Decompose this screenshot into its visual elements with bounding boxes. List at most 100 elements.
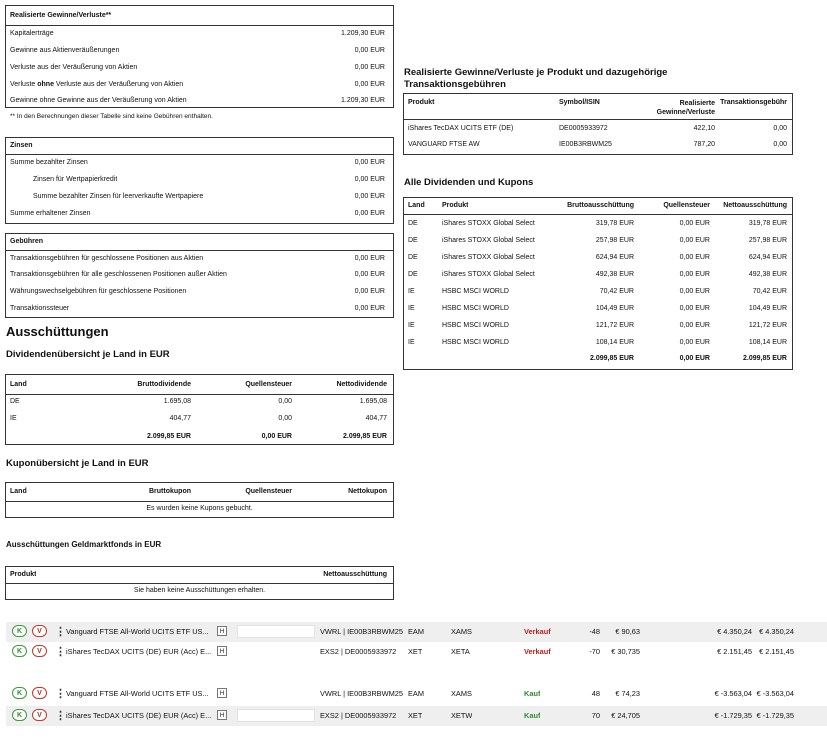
table-row: IE HSBC MSCI WORLD 70,42 EUR 0,00 EUR 70,42 … (408, 288, 787, 295)
ausschuettungen-heading: Ausschüttungen (6, 324, 109, 339)
symbol-isin: VWRL | IE00B3RBWM25 (320, 689, 403, 698)
zinsen-row: Summe bezahlter Zinsen für leerverkaufte… (33, 193, 385, 200)
realized-footnote: ** In den Berechnungen dieser Tabelle si… (10, 113, 213, 120)
trade-row[interactable]: K V ⋮ iShares TecDAX UCITS (DE) EUR (Acc) E… (6, 706, 827, 726)
buy-button[interactable]: K (12, 687, 27, 699)
product-name[interactable]: iShares TecDAX UCITS (DE) EUR (Acc) E... (66, 647, 212, 656)
product-name[interactable]: Vanguard FTSE All-World UCITS ETF US... (66, 689, 209, 698)
exchange: XET (408, 647, 423, 656)
realized-row: Verluste ohne Verluste aus der Veräußeru… (10, 81, 385, 88)
symbol-isin: EXS2 | DE0005933972 (320, 647, 397, 656)
more-options-icon[interactable]: ⋮ (55, 646, 66, 658)
table-header: Land Produkt Bruttoausschüttung Quellens… (408, 202, 787, 209)
buy-button[interactable]: K (12, 645, 27, 657)
buy-button[interactable]: K (12, 709, 27, 721)
trade-side: Kauf (524, 689, 541, 698)
more-options-icon[interactable]: ⋮ (55, 688, 66, 700)
buy-button[interactable]: K (12, 625, 27, 637)
history-button[interactable]: H (217, 646, 227, 656)
zinsen-row: Zinsen für Wertpapierkredit 0,00 EUR (33, 176, 385, 183)
table-row: VANGUARD FTSE AW IE00B3RBWM25 787,20 0,0… (408, 141, 787, 148)
zinsen-row: Summe erhaltener Zinsen 0,00 EUR (10, 210, 385, 217)
sell-button[interactable]: V (32, 645, 47, 657)
sell-button[interactable]: V (32, 709, 47, 721)
table-total-row: 2.099,85 EUR 0,00 EUR 2.099,85 EUR (590, 355, 787, 362)
trade-value: € -1.729,35 (714, 711, 752, 720)
geldmarkt-heading: Ausschüttungen Geldmarktfonds in EUR (6, 540, 162, 549)
trade-side: Verkauf (524, 647, 551, 656)
note-input[interactable] (237, 709, 315, 722)
table-row: IE 404,77 0,00 404,77 (10, 415, 387, 422)
dividends-all-table: Land Produkt Bruttoausschüttung Quellens… (403, 197, 793, 370)
exchange: EAM (408, 689, 425, 698)
trade-total: € 4.350,24 (759, 627, 794, 636)
gebuehren-table: Gebühren Transaktionsgebühren für geschl… (5, 233, 394, 318)
trade-row[interactable]: K V ⋮ iShares TecDAX UCITS (DE) EUR (Acc) E… (6, 642, 827, 662)
trade-side: Kauf (524, 711, 541, 720)
table-row: IE HSBC MSCI WORLD 108,14 EUR 0,00 EUR 108,1… (408, 339, 787, 346)
quantity: -70 (589, 647, 600, 656)
product-name[interactable]: iShares TecDAX UCITS (DE) EUR (Acc) E... (66, 711, 212, 720)
gebuehren-row: Transaktionsgebühren für alle geschlosse… (10, 271, 385, 278)
zinsen-table: Zinsen Summe bezahlter Zinsen 0,00 EUR Z… (5, 137, 394, 224)
venue: XAMS (451, 627, 472, 636)
gebuehren-row: Transaktionsgebühren für geschlossene Po… (10, 255, 385, 262)
gebuehren-row: Währungswechselgebühren für geschlossene… (10, 288, 385, 295)
trade-total: € -3.563,04 (756, 689, 794, 698)
realized-product-heading: Realisierte Gewinne/Verluste je Produkt … (404, 67, 668, 90)
product-name[interactable]: Vanguard FTSE All-World UCITS ETF US... (66, 627, 209, 636)
quantity: -48 (589, 627, 600, 636)
sell-button[interactable]: V (32, 625, 47, 637)
kupon-land-heading: Kuponübersicht je Land in EUR (6, 458, 149, 469)
table-total-row: 2.099,85 EUR 0,00 EUR 2.099,85 EUR (147, 433, 387, 440)
price: € 74,23 (615, 689, 640, 698)
dividenden-land-heading: Dividendenübersicht je Land in EUR (6, 349, 170, 360)
note-input[interactable] (237, 625, 315, 638)
kupon-land-table: Land Bruttokupon Quellensteuer Nettokupo… (5, 482, 394, 518)
trade-value: € 4.350,24 (717, 627, 752, 636)
realized-row: Kapitalerträge 1.209,30 EUR (10, 30, 385, 37)
price: € 30,735 (611, 647, 640, 656)
realized-summary-table: Realisierte Gewinne/Verluste** Kapitaler… (5, 5, 394, 108)
table-header: Produkt Nettoausschüttung (10, 571, 387, 578)
dividends-all-heading: Alle Dividenden und Kupons (404, 177, 534, 188)
table-row: IE HSBC MSCI WORLD 121,72 EUR 0,00 EUR 121,7… (408, 322, 787, 329)
table-row: iShares TecDAX UCITS ETF (DE) DE00059339… (408, 125, 787, 132)
trade-side: Verkauf (524, 627, 551, 636)
table-row: DE iShares STOXX Global Select 257,98 EUR 0… (408, 237, 787, 244)
trade-total: € -1.729,35 (756, 711, 794, 720)
symbol-isin: EXS2 | DE0005933972 (320, 711, 397, 720)
exchange: XET (408, 711, 423, 720)
table-row: DE iShares STOXX Global Select 319,78 EUR 0… (408, 220, 787, 227)
trade-value: € 2.151,45 (717, 647, 752, 656)
empty-message: Es wurden keine Kupons gebucht. (146, 505, 253, 512)
trade-row[interactable]: K V ⋮ Vanguard FTSE All-World UCITS ETF US.… (6, 622, 827, 642)
history-button[interactable]: H (217, 626, 227, 636)
realized-row: Gewinne aus Aktienveräußerungen 0,00 EUR (10, 47, 385, 54)
more-options-icon[interactable]: ⋮ (55, 710, 66, 722)
zinsen-title: Zinsen (10, 142, 33, 149)
geldmarkt-table: Produkt Nettoausschüttung Sie haben kein… (5, 566, 394, 600)
zinsen-row: Summe bezahlter Zinsen 0,00 EUR (10, 159, 385, 166)
trade-row[interactable]: K V ⋮ Vanguard FTSE All-World UCITS ETF US.… (6, 684, 827, 704)
realized-row: Gewinne ohne Gewinne aus der Veräußerung… (10, 97, 385, 104)
exchange: EAM (408, 627, 425, 636)
realized-product-table: Produkt Symbol/ISIN Realisierte Gewinne/… (403, 93, 793, 155)
dividenden-land-table: Land Bruttodividende Quellensteuer Netto… (5, 374, 394, 445)
table-header: Land Bruttokupon Quellensteuer Nettokupo… (10, 488, 387, 495)
history-button[interactable]: H (217, 688, 227, 698)
trade-total: € 2.151,45 (759, 647, 794, 656)
more-options-icon[interactable]: ⋮ (55, 626, 66, 638)
realized-summary-title: Realisierte Gewinne/Verluste** (10, 12, 112, 19)
price: € 90,63 (615, 627, 640, 636)
table-row: IE HSBC MSCI WORLD 104,49 EUR 0,00 EUR 104,4… (408, 305, 787, 312)
price: € 24,705 (611, 711, 640, 720)
table-row: DE iShares STOXX Global Select 492,38 EUR 0… (408, 271, 787, 278)
venue: XETA (451, 647, 470, 656)
empty-message: Sie haben keine Ausschüttungen erhalten. (133, 587, 266, 594)
table-row: DE 1.695,08 0,00 1.695,08 (10, 398, 387, 405)
venue: XAMS (451, 689, 472, 698)
table-row: DE iShares STOXX Global Select 624,94 EUR 0… (408, 254, 787, 261)
sell-button[interactable]: V (32, 687, 47, 699)
history-button[interactable]: H (217, 710, 227, 720)
